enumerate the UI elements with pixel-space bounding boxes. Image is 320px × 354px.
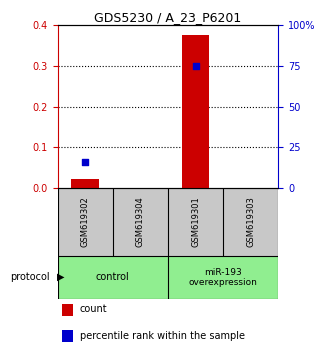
Bar	[62, 330, 73, 342]
Text: protocol: protocol	[10, 272, 49, 282]
Text: ▶: ▶	[57, 272, 64, 282]
Bar	[62, 304, 73, 316]
Text: miR-193
overexpression: miR-193 overexpression	[189, 268, 258, 287]
Text: count: count	[80, 304, 107, 314]
Bar	[71, 179, 99, 188]
Text: GSM619303: GSM619303	[246, 196, 255, 247]
Bar	[182, 35, 209, 188]
Text: control: control	[96, 272, 130, 282]
Point	[83, 159, 88, 165]
Text: percentile rank within the sample: percentile rank within the sample	[80, 331, 245, 341]
Text: GSM619304: GSM619304	[136, 196, 145, 247]
Title: GDS5230 / A_23_P6201: GDS5230 / A_23_P6201	[94, 11, 242, 24]
Text: GSM619302: GSM619302	[81, 196, 90, 247]
Text: GSM619301: GSM619301	[191, 196, 200, 247]
Point	[193, 63, 198, 68]
